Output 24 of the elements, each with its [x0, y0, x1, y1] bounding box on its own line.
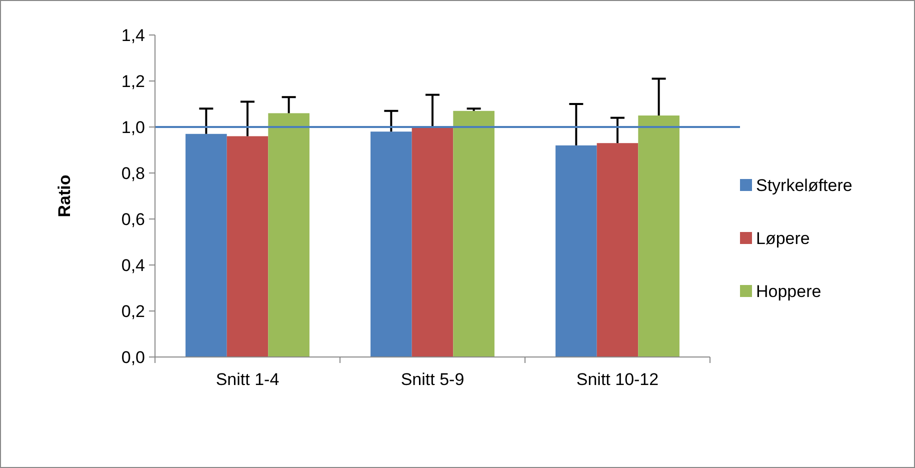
bar [226, 136, 268, 357]
legend-label: Styrkeløftere [756, 176, 852, 195]
bar [268, 113, 310, 357]
y-tick-label: 0,4 [121, 256, 145, 275]
bar [556, 145, 597, 357]
y-tick-label: 0,0 [121, 348, 145, 367]
y-tick-label: 0,2 [121, 302, 145, 321]
x-tick-label: Snitt 10-12 [576, 370, 659, 389]
x-tick-label: Snitt 1-4 [216, 370, 280, 389]
y-tick-label: 0,6 [121, 210, 145, 229]
y-tick-label: 0,8 [121, 164, 145, 183]
y-axis-title: Ratio [55, 174, 74, 218]
bar [186, 134, 227, 357]
x-tick-label: Snitt 5-9 [400, 370, 464, 389]
bar [412, 127, 454, 357]
bar [370, 132, 412, 357]
y-tick-label: 1,2 [121, 72, 145, 91]
y-tick-label: 1,4 [121, 26, 145, 45]
legend-label: Hoppere [756, 282, 822, 301]
legend-label: Løpere [756, 228, 810, 248]
bar [453, 110, 494, 357]
y-tick-label: 1,0 [121, 118, 145, 137]
bar [596, 143, 638, 357]
bar [638, 116, 680, 357]
